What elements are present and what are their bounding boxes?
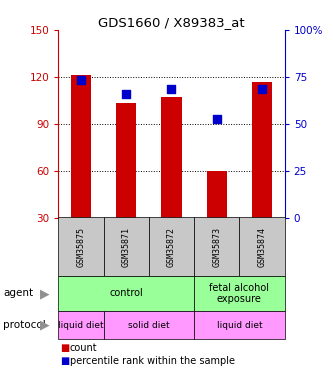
Title: GDS1660 / X89383_at: GDS1660 / X89383_at — [98, 16, 245, 29]
Point — [169, 86, 174, 92]
Text: fetal alcohol
exposure: fetal alcohol exposure — [209, 283, 269, 304]
Text: control: control — [109, 288, 143, 298]
Bar — [71, 75, 91, 217]
Text: GSM35871: GSM35871 — [122, 226, 131, 267]
Text: GSM35875: GSM35875 — [76, 226, 86, 267]
Point — [124, 91, 129, 97]
Point — [214, 116, 219, 122]
Point — [78, 77, 84, 83]
Text: protocol: protocol — [3, 320, 46, 330]
Bar — [252, 82, 272, 218]
Text: liquid diet: liquid diet — [58, 321, 104, 330]
Text: ▶: ▶ — [40, 287, 50, 300]
Bar — [161, 97, 182, 218]
Text: percentile rank within the sample: percentile rank within the sample — [70, 356, 235, 366]
Text: GSM35872: GSM35872 — [167, 226, 176, 267]
Text: count: count — [70, 343, 98, 353]
Text: ■: ■ — [60, 356, 69, 366]
Text: liquid diet: liquid diet — [216, 321, 262, 330]
Text: GSM35874: GSM35874 — [257, 226, 267, 267]
Text: ■: ■ — [60, 343, 69, 353]
Bar — [116, 104, 137, 218]
Text: agent: agent — [3, 288, 33, 298]
Point — [259, 86, 265, 92]
Text: ▶: ▶ — [40, 319, 50, 332]
Bar — [206, 171, 227, 217]
Text: solid diet: solid diet — [128, 321, 169, 330]
Text: GSM35873: GSM35873 — [212, 226, 221, 267]
